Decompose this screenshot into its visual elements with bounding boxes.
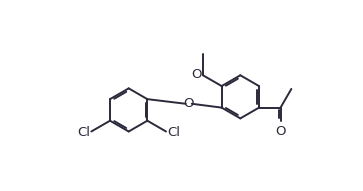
Text: O: O xyxy=(191,68,201,81)
Text: Cl: Cl xyxy=(77,126,90,139)
Text: O: O xyxy=(275,125,286,138)
Text: Cl: Cl xyxy=(168,126,180,139)
Text: O: O xyxy=(183,97,194,110)
